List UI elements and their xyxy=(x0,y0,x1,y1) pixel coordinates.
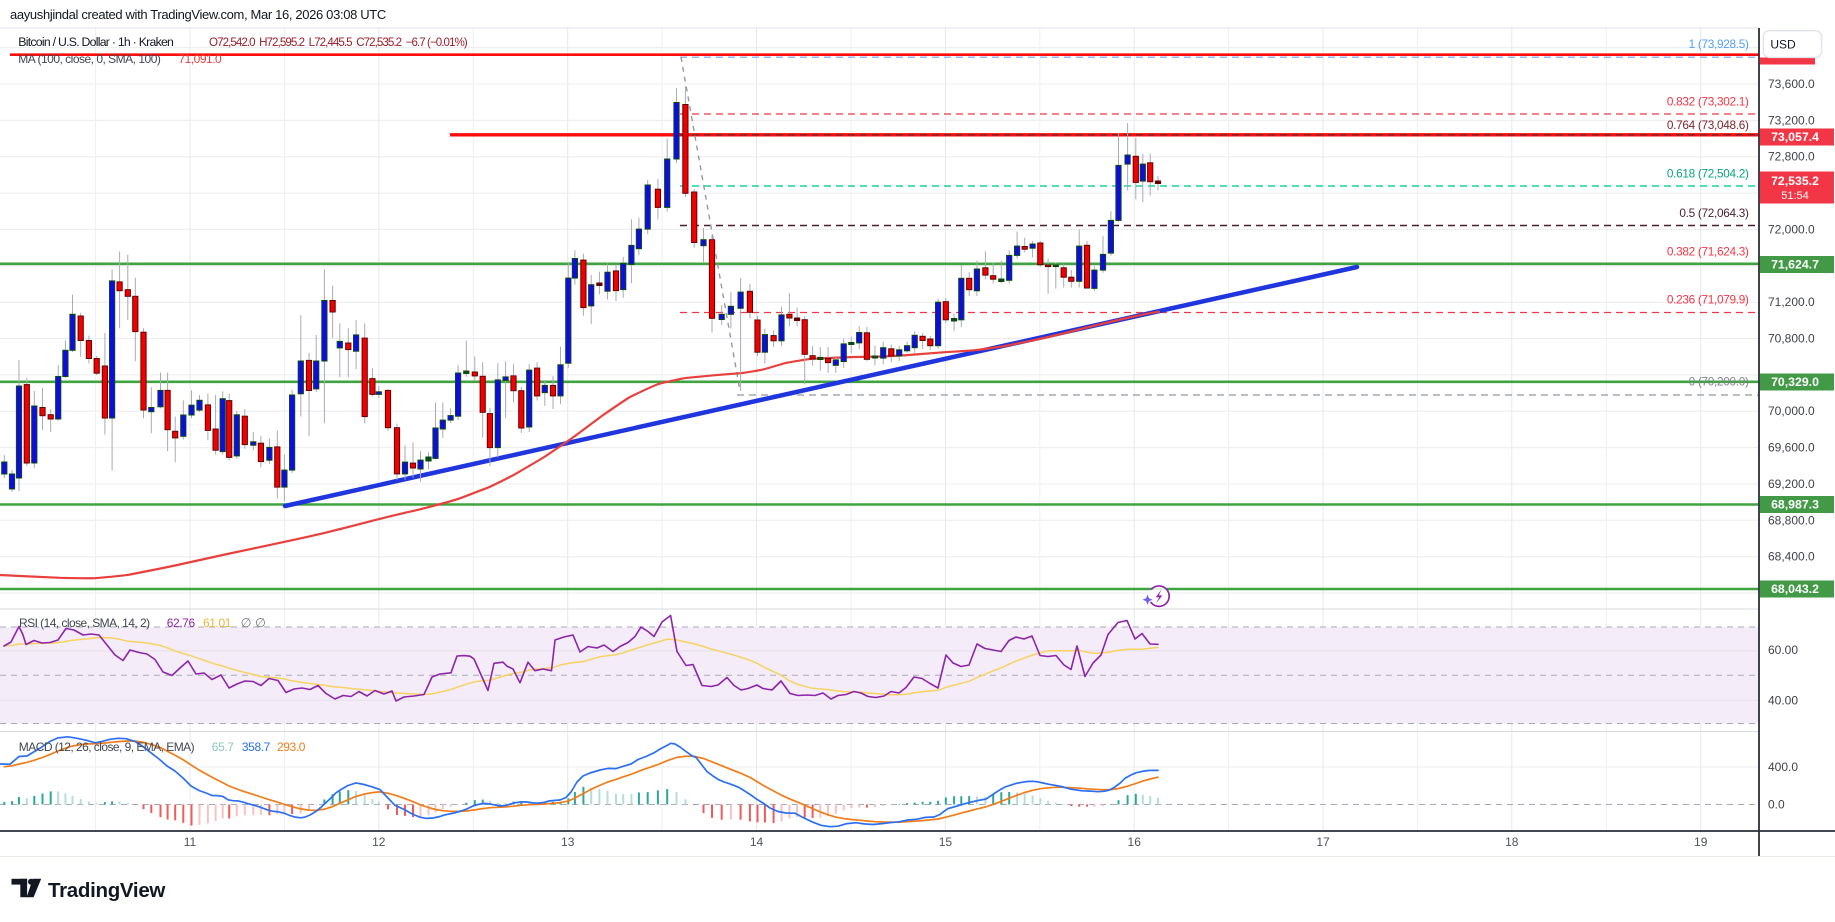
svg-text:69,600.0: 69,600.0 xyxy=(1768,441,1815,455)
svg-text:14: 14 xyxy=(750,835,764,849)
svg-text:400.0: 400.0 xyxy=(1768,760,1798,774)
svg-text:70,800.0: 70,800.0 xyxy=(1768,332,1815,346)
svg-text:0.236 (71,079.9): 0.236 (71,079.9) xyxy=(1667,293,1749,307)
svg-text:358.7: 358.7 xyxy=(242,740,271,754)
svg-text:MACD (12, 26, close, 9, EMA, E: MACD (12, 26, close, 9, EMA, EMA) xyxy=(19,740,195,754)
svg-text:12: 12 xyxy=(372,835,386,849)
svg-text:73,600.0: 73,600.0 xyxy=(1768,77,1815,91)
svg-text:65.7: 65.7 xyxy=(212,740,234,754)
svg-text:1 (73,928.5): 1 (73,928.5) xyxy=(1689,37,1749,51)
svg-text:∅ ∅: ∅ ∅ xyxy=(241,616,266,630)
svg-text:Bitcoin / U.S. Dollar · 1h · K: Bitcoin / U.S. Dollar · 1h · Kraken xyxy=(18,35,174,49)
svg-text:70,329.0: 70,329.0 xyxy=(1771,375,1819,389)
svg-text:16: 16 xyxy=(1128,835,1142,849)
svg-text:68,987.3: 68,987.3 xyxy=(1771,498,1819,512)
svg-text:19: 19 xyxy=(1694,835,1708,849)
svg-text:O72,542.0 H72,595.2 L72,445.: O72,542.0 H72,595.2 L72,445.5 C72,535.2 … xyxy=(209,36,468,49)
svg-text:293.0: 293.0 xyxy=(277,740,306,754)
svg-text:68,400.0: 68,400.0 xyxy=(1768,550,1815,564)
svg-text:11: 11 xyxy=(184,835,197,849)
svg-text:62.76: 62.76 xyxy=(167,616,196,630)
svg-text:51:54: 51:54 xyxy=(1781,190,1809,202)
svg-text:0.832 (73,302.1): 0.832 (73,302.1) xyxy=(1667,95,1749,109)
svg-text:61.01: 61.01 xyxy=(203,616,232,630)
svg-text:73,200.0: 73,200.0 xyxy=(1768,113,1815,127)
svg-text:18: 18 xyxy=(1505,835,1519,849)
svg-text:0 (70,200.0): 0 (70,200.0) xyxy=(1689,375,1749,389)
svg-text:72,800.0: 72,800.0 xyxy=(1768,150,1815,164)
svg-text:71,200.0: 71,200.0 xyxy=(1768,295,1815,309)
svg-text:71,624.7: 71,624.7 xyxy=(1771,258,1819,272)
svg-text:0.382 (71,624.3): 0.382 (71,624.3) xyxy=(1667,245,1749,259)
svg-text:60.00: 60.00 xyxy=(1768,643,1798,657)
svg-text:0.764 (73,048.6): 0.764 (73,048.6) xyxy=(1667,118,1749,132)
svg-text:70,000.0: 70,000.0 xyxy=(1768,404,1815,418)
svg-text:68,800.0: 68,800.0 xyxy=(1768,513,1815,527)
svg-text:aayushjindal created with Trad: aayushjindal created with TradingView.co… xyxy=(10,7,386,22)
svg-text:0.618 (72,504.2): 0.618 (72,504.2) xyxy=(1667,167,1749,181)
svg-text:MA (100, close, 0, SMA, 100): MA (100, close, 0, SMA, 100) xyxy=(18,52,161,66)
svg-text:72,535.2: 72,535.2 xyxy=(1771,174,1819,188)
svg-text:69,200.0: 69,200.0 xyxy=(1768,477,1815,491)
svg-text:72,000.0: 72,000.0 xyxy=(1768,222,1815,236)
svg-text:40.00: 40.00 xyxy=(1768,694,1798,708)
svg-text:0.0: 0.0 xyxy=(1768,798,1785,812)
svg-text:17: 17 xyxy=(1316,835,1330,849)
svg-text:68,043.2: 68,043.2 xyxy=(1771,582,1819,596)
svg-text:TradingView: TradingView xyxy=(48,879,165,902)
svg-text:71,091.0: 71,091.0 xyxy=(179,52,223,66)
svg-text:RSI (14, close, SMA, 14, 2): RSI (14, close, SMA, 14, 2) xyxy=(19,616,150,630)
svg-text:15: 15 xyxy=(939,835,953,849)
svg-text:0.5 (72,064.3): 0.5 (72,064.3) xyxy=(1679,206,1749,220)
svg-text:USD: USD xyxy=(1770,38,1796,52)
svg-text:73,057.4: 73,057.4 xyxy=(1771,130,1819,144)
svg-text:13: 13 xyxy=(561,835,575,849)
